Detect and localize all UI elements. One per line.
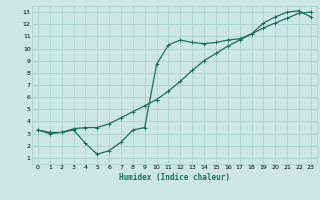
X-axis label: Humidex (Indice chaleur): Humidex (Indice chaleur) — [119, 173, 230, 182]
